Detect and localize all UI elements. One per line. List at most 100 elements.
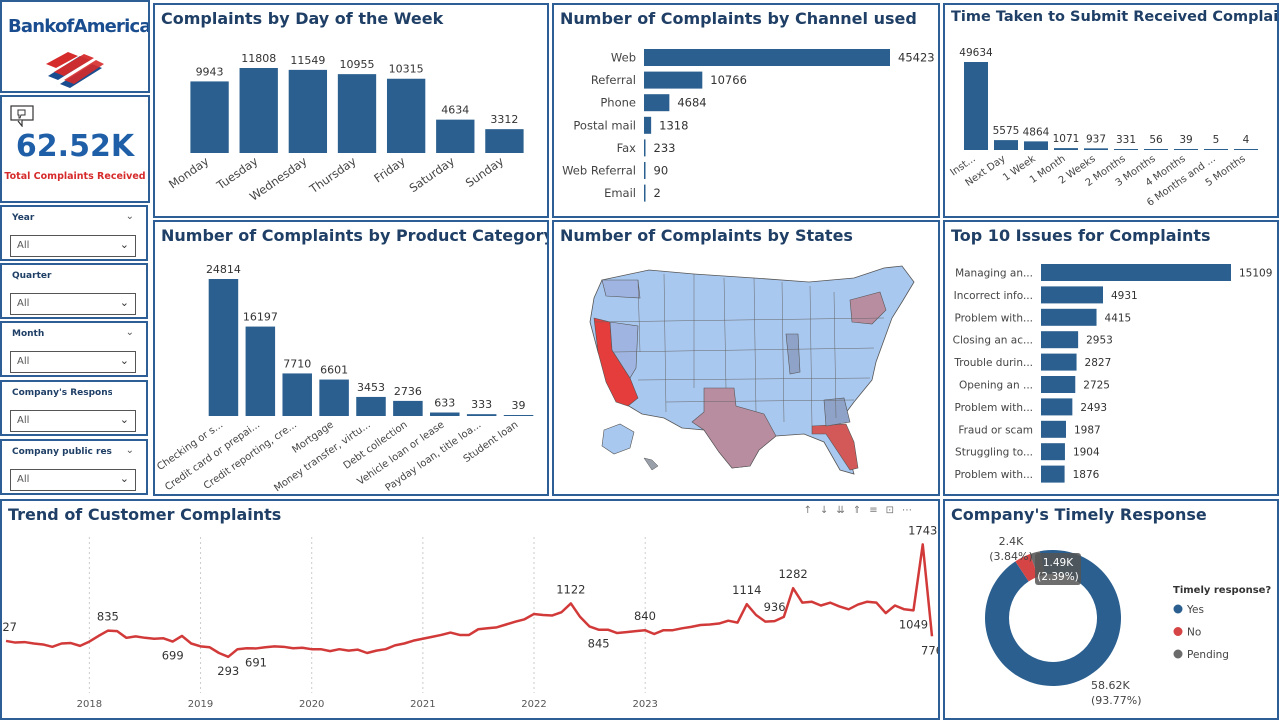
slicer-company-response[interactable]: Company's Response All ⌄: [0, 380, 148, 436]
quarter-dropdown[interactable]: All ⌄: [10, 293, 136, 315]
data-label: 4931: [1111, 290, 1138, 302]
filter-icon[interactable]: ≡: [869, 505, 886, 516]
slicer-label: Company's Response: [12, 388, 112, 398]
data-label: 3312: [490, 113, 518, 126]
focus-mode-icon[interactable]: ⊡: [885, 505, 902, 516]
x-tick-label: 2021: [410, 699, 435, 710]
dropdown-value: All: [17, 298, 30, 309]
data-label: 936: [764, 600, 786, 614]
slicer-label: Month: [12, 329, 45, 339]
bar: [288, 69, 328, 153]
logo-panel: BankofAmerica: [0, 0, 150, 93]
series-line: [5, 543, 934, 659]
panel-product: Number of Complaints by Product Category…: [153, 220, 549, 496]
bar: [644, 184, 646, 202]
chevron-down-icon[interactable]: ⌄: [119, 472, 129, 485]
data-label: 5575: [993, 125, 1020, 137]
chevron-down-icon[interactable]: ⌄: [119, 296, 129, 309]
bar: [386, 78, 426, 153]
data-label: 1.49K: [1043, 557, 1074, 569]
data-label: 2736: [394, 385, 422, 398]
data-label: 49634: [959, 47, 993, 59]
data-label: 2827: [1085, 357, 1112, 369]
panel-title: Number of Complaints by States: [560, 226, 853, 245]
us-states-map: [589, 265, 915, 475]
x-tick-label: 2020: [299, 699, 324, 710]
data-label: 5: [1213, 134, 1220, 146]
data-label: 4684: [677, 96, 706, 110]
state-illinois: [785, 333, 801, 375]
slicer-label: Company public resp...: [12, 447, 112, 457]
drill-up-icon[interactable]: ↑: [803, 505, 821, 516]
chevron-down-icon[interactable]: ⌄: [125, 445, 134, 456]
bar: [644, 116, 652, 134]
bar: [1114, 149, 1138, 150]
dropdown-value: All: [17, 356, 30, 367]
bar: [430, 412, 460, 416]
data-label: 56: [1149, 134, 1163, 146]
bar: [319, 379, 349, 416]
data-label: 1071: [1053, 133, 1080, 145]
bar: [356, 396, 386, 416]
legend-marker: [1173, 649, 1183, 659]
data-label: 2725: [1083, 380, 1110, 392]
bar: [1041, 264, 1231, 281]
month-dropdown[interactable]: All ⌄: [10, 351, 136, 373]
bar: [1084, 148, 1108, 150]
legend-label: Pending: [1187, 649, 1229, 661]
bar: [1144, 149, 1168, 150]
panel-title: Number of Complaints by Product Category: [161, 226, 549, 245]
data-label: 2.4K: [999, 535, 1024, 548]
category-label: Struggling to...: [955, 447, 1033, 459]
slicer-quarter[interactable]: Quarter All ⌄: [0, 263, 148, 319]
data-label: 90: [654, 164, 669, 178]
drill-down-icon[interactable]: ↓: [820, 505, 837, 516]
data-label: 293: [217, 664, 239, 678]
category-label: Phone: [600, 96, 636, 110]
expand-all-icon[interactable]: ⇊: [836, 505, 853, 516]
dropdown-value: All: [17, 240, 30, 251]
data-label: 3453: [357, 381, 385, 394]
data-label: 1122: [556, 582, 585, 596]
bar: [393, 400, 423, 416]
chevron-down-icon[interactable]: ⌄: [119, 238, 129, 251]
data-label: 691: [245, 655, 267, 669]
state-nevada: [609, 321, 639, 379]
chevron-down-icon[interactable]: ⌄: [125, 211, 134, 222]
data-label: 1743: [908, 523, 937, 537]
bar: [239, 68, 278, 153]
chevron-down-icon[interactable]: ⌄: [119, 354, 129, 367]
channel-chart: Web 45423 Referral 10766 Phone 4684 Postal mai…: [562, 49, 935, 202]
slicer-public-response[interactable]: Company public resp... ⌄ All ⌄: [0, 439, 148, 495]
bar: [1041, 443, 1065, 461]
drill-mode-icon[interactable]: ⇑: [852, 505, 870, 516]
data-label: 1282: [778, 567, 807, 581]
bar: [1054, 148, 1078, 150]
bar: [1041, 353, 1077, 371]
data-label: 233: [654, 141, 676, 155]
data-label: 39: [1179, 134, 1192, 146]
more-options-icon[interactable]: ⋯: [902, 505, 920, 516]
bar: [1041, 308, 1097, 326]
data-label: 16197: [243, 311, 278, 324]
slicer-month[interactable]: Month ⌄ All ⌄: [0, 321, 148, 377]
data-label: 1114: [732, 583, 761, 597]
category-label: Monday: [166, 154, 211, 192]
state-hawaii: [643, 457, 659, 471]
category-label: Opening an ...: [959, 380, 1033, 392]
bar: [190, 81, 229, 153]
legend-title: Timely response?: [1173, 585, 1271, 596]
category-label: Referral: [591, 73, 636, 87]
bar: [644, 139, 646, 157]
chevron-down-icon[interactable]: ⌄: [125, 327, 134, 338]
panel-trend: Trend of Customer Complaints ↑↓⇊⇑≡⊡⋯ 201…: [0, 499, 940, 720]
company-response-dropdown[interactable]: All ⌄: [10, 410, 136, 432]
timely-response-chart: 58.62K (93.77%) 2.4K (3.84%) 1.49K (2.39%) Tim…: [985, 535, 1271, 707]
data-label: 4: [1243, 134, 1250, 146]
chevron-down-icon[interactable]: ⌄: [119, 413, 129, 426]
slicer-year[interactable]: Year ⌄ All ⌄: [0, 205, 148, 261]
public-response-dropdown[interactable]: All ⌄: [10, 469, 136, 491]
bar: [1041, 420, 1066, 438]
year-dropdown[interactable]: All ⌄: [10, 235, 136, 257]
